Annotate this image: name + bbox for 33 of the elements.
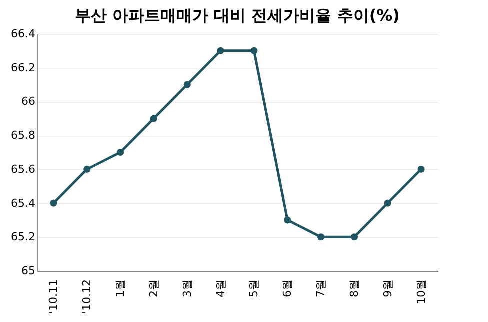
point bbox=[150, 115, 158, 122]
y-tick-label: 66.2 bbox=[11, 61, 36, 74]
x-tick-label: 2월 bbox=[147, 280, 160, 298]
point bbox=[284, 216, 292, 224]
y-tick-label: 65.4 bbox=[11, 196, 36, 210]
x-tick-label: 5월 bbox=[248, 280, 261, 298]
point bbox=[418, 166, 425, 173]
point bbox=[84, 166, 91, 173]
point bbox=[318, 234, 325, 241]
x-tick-label: 6월 bbox=[281, 280, 294, 298]
x-tick-label: 8월 bbox=[348, 280, 361, 298]
y-tick-label: 65.6 bbox=[11, 162, 36, 176]
point bbox=[350, 234, 358, 241]
x-tick-label: 4월 bbox=[214, 280, 228, 298]
chart-title: 부산 아파트매매가 대비 전세가비율 추이(%) bbox=[75, 6, 400, 25]
x-tick-label: 9월 bbox=[381, 280, 394, 298]
y-tick-label: 66.4 bbox=[11, 28, 36, 40]
point bbox=[250, 47, 258, 54]
y-tick-label: 65.8 bbox=[11, 129, 36, 142]
y-tick-label: 65 bbox=[22, 264, 36, 278]
x-tick-label: 3월 bbox=[180, 280, 194, 298]
x-tick-label: '10.11 bbox=[47, 280, 60, 314]
x-tick-label: 10월 bbox=[414, 280, 428, 304]
point bbox=[50, 200, 58, 207]
point bbox=[117, 148, 124, 156]
x-tick-label: 1월 bbox=[114, 280, 128, 298]
x-tick-label: '10.12 bbox=[80, 280, 94, 314]
point bbox=[384, 200, 392, 207]
point bbox=[184, 81, 191, 88]
y-tick-label: 66 bbox=[22, 95, 36, 108]
x-tick-label: 7월 bbox=[314, 280, 328, 298]
y-tick-label: 65.2 bbox=[11, 230, 36, 244]
point bbox=[217, 47, 224, 54]
